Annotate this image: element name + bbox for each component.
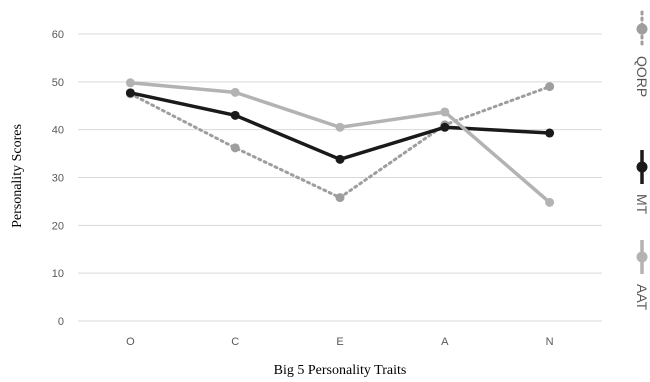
x-tick-label: O	[126, 336, 135, 348]
legend-item-qorp: QORP	[634, 10, 650, 97]
data-point-qorp-E	[335, 193, 345, 203]
legend-label: AAT	[634, 284, 650, 311]
legend-swatch-marker	[636, 251, 648, 263]
series-aat	[125, 78, 555, 207]
data-point-aat-A	[440, 107, 450, 117]
legend-label: QORP	[634, 56, 650, 97]
y-tick-label: 20	[52, 220, 64, 232]
legend-item-mt: MT	[634, 150, 650, 215]
legend-swatch-marker	[636, 23, 648, 35]
y-tick-label: 40	[52, 125, 64, 137]
legend-item-aat: AAT	[634, 240, 650, 311]
x-tick-label: C	[231, 336, 239, 348]
series-mt	[125, 88, 555, 164]
legend-swatch-marker	[636, 161, 648, 173]
y-tick-label: 30	[52, 173, 64, 185]
data-point-qorp-C	[230, 143, 240, 153]
legend: QORP MT AAT	[634, 10, 650, 311]
x-tick-label: N	[546, 336, 554, 348]
y-tick-labels: 0 10 20 30 40 50 60	[52, 29, 64, 328]
y-tick-label: 50	[52, 77, 64, 89]
data-point-aat-O	[125, 78, 135, 88]
data-point-mt-N	[545, 128, 555, 138]
data-point-qorp-N	[545, 82, 555, 92]
x-tick-label: E	[336, 336, 343, 348]
x-axis-title: Big 5 Personality Traits	[274, 363, 407, 378]
legend-label: MT	[634, 194, 650, 215]
data-point-mt-A	[440, 122, 450, 132]
y-axis-title: Personality Scores	[10, 124, 25, 228]
data-point-mt-C	[230, 110, 240, 120]
data-point-mt-O	[125, 88, 135, 98]
data-point-mt-E	[335, 154, 345, 164]
y-tick-label: 10	[52, 268, 64, 280]
series-line-qorp	[128, 85, 552, 200]
data-point-aat-N	[545, 197, 555, 207]
data-point-aat-E	[335, 122, 345, 132]
y-tick-label: 0	[58, 316, 64, 328]
series-lines	[125, 78, 555, 207]
x-tick-label: A	[441, 336, 449, 348]
series-line-aat	[130, 81, 551, 204]
series-qorp	[125, 82, 555, 203]
data-point-aat-C	[230, 87, 240, 97]
y-tick-label: 60	[52, 29, 64, 41]
